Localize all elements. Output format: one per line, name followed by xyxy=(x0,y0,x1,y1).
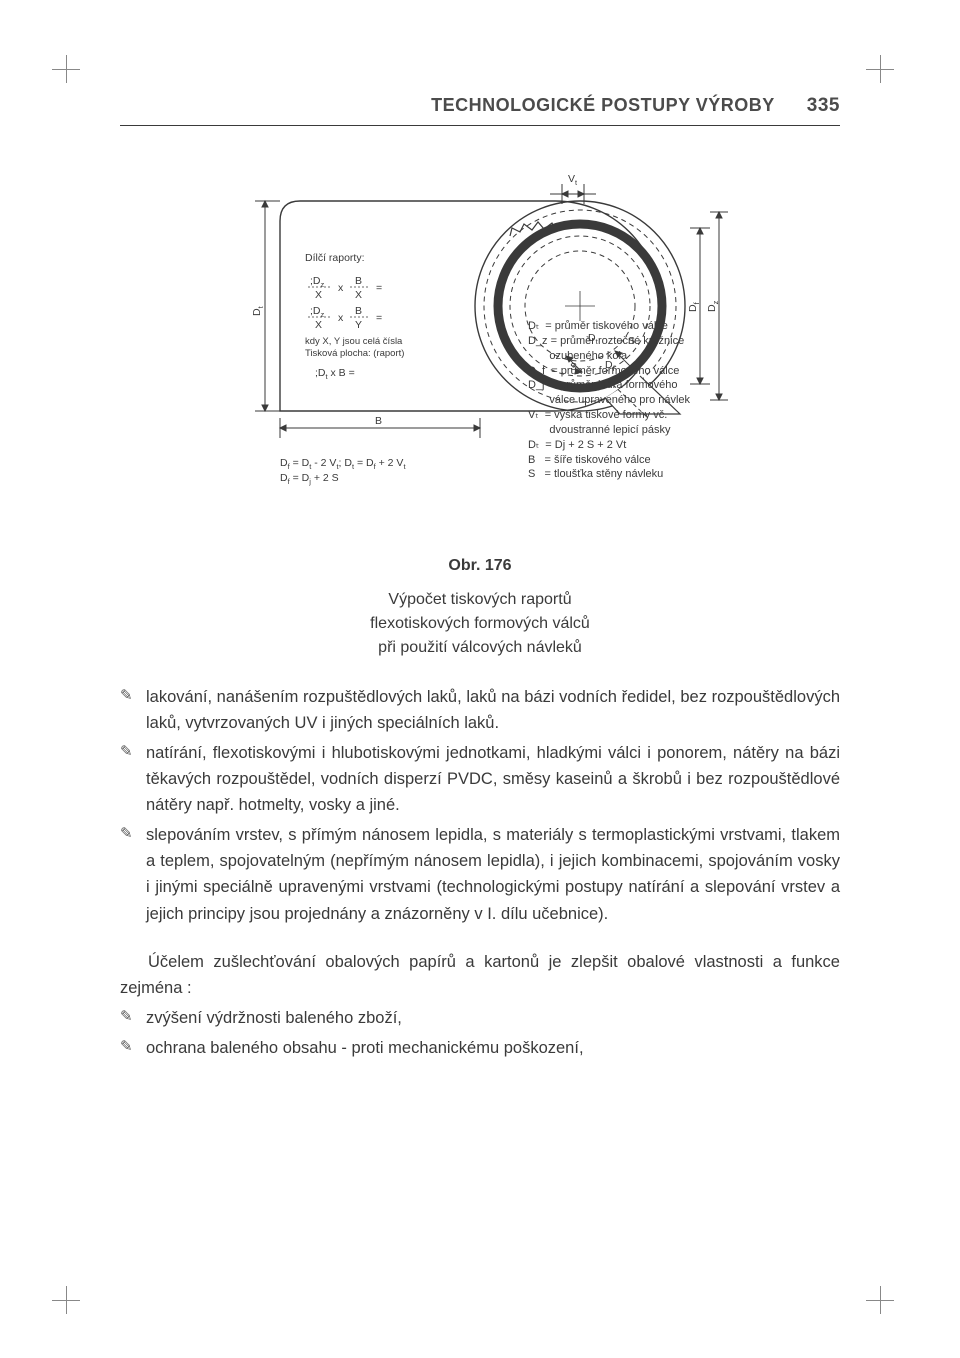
svg-text:x: x xyxy=(338,312,344,324)
paragraph: lakování, nanášením rozpuštědlových laků… xyxy=(146,684,840,736)
page-content: TECHNOLOGICKÉ POSTUPY VÝROBY 335 xyxy=(120,95,840,1268)
svg-text:Tisková plocha: (raport): Tisková plocha: (raport) xyxy=(305,348,404,359)
crop-mark xyxy=(866,1286,894,1314)
svg-text:=: = xyxy=(376,312,382,324)
caption-line: při použití válcových návleků xyxy=(378,639,582,656)
legend-line: ozubeného kola xyxy=(528,350,627,362)
svg-text:Df = Dj + 2 S: Df = Dj + 2 S xyxy=(280,472,339,486)
list-item: ✎ zvýšení výdržnosti baleného zboží, xyxy=(120,1005,840,1035)
paragraph: natírání, flexotiskovými i hlubotiskovým… xyxy=(146,740,840,818)
legend-line: D_j = průměr jádra formového xyxy=(528,379,677,391)
svg-text:B: B xyxy=(375,415,382,427)
svg-text:Dt: Dt xyxy=(251,305,265,316)
paragraph: Účelem zušlechťování obalových papírů a … xyxy=(120,949,840,1001)
svg-text:Dz: Dz xyxy=(706,300,720,312)
legend-line: S = tloušťka stěny návleku xyxy=(528,468,663,480)
svg-text:Y: Y xyxy=(355,319,362,331)
legend-line: D_z = průměr roztečné kružnice xyxy=(528,335,684,347)
legend-line: dvoustranné lepicí pásky xyxy=(528,424,670,436)
caption-line: flexotiskových formových válců xyxy=(370,615,590,632)
svg-text:Dílčí raporty:: Dílčí raporty: xyxy=(305,252,365,264)
legend-line: D_f = průměr formového válce xyxy=(528,365,679,377)
legend-line: B = šíře tiskového válce xyxy=(528,454,651,466)
paragraph: ochrana baleného obsahu - proti mechanic… xyxy=(146,1035,840,1061)
body-text: ✎ lakování, nanášením rozpuštědlových la… xyxy=(120,684,840,1065)
list-item: ✎ natírání, flexotiskovými i hlubotiskov… xyxy=(120,740,840,822)
legend-line: válce upraveného pro návlek xyxy=(528,394,690,406)
pencil-icon: ✎ xyxy=(120,1005,138,1035)
running-header: TECHNOLOGICKÉ POSTUPY VÝROBY 335 xyxy=(120,95,840,126)
legend-line: Vₜ = výška tiskové formy vč. xyxy=(528,409,667,421)
svg-text:Df: Df xyxy=(687,301,701,312)
svg-text:Vt: Vt xyxy=(568,173,578,187)
pencil-icon: ✎ xyxy=(120,740,138,822)
svg-text:X: X xyxy=(355,289,362,301)
legend-line: Dₜ = průměr tiskového válce xyxy=(528,320,668,332)
pencil-icon: ✎ xyxy=(120,822,138,930)
svg-text:Df = Dt - 2 Vt; Dt = Df + 2 Vt: Df = Dt - 2 Vt; Dt = Df + 2 Vt xyxy=(280,457,406,471)
svg-text:kdy X, Y jsou celá čísla: kdy X, Y jsou celá čísla xyxy=(305,336,403,347)
list-item: ✎ slepováním vrstev, s přímým nánosem le… xyxy=(120,822,840,930)
svg-text:=: = xyxy=(376,282,382,294)
svg-text:X: X xyxy=(315,319,322,331)
pencil-icon: ✎ xyxy=(120,684,138,740)
page-number: 335 xyxy=(807,95,840,117)
figure-container: Vt Df Dz xyxy=(120,166,840,526)
crop-mark xyxy=(52,1286,80,1314)
legend-line: Dₜ = Dj + 2 S + 2 Vt xyxy=(528,439,626,451)
list-item: ✎ lakování, nanášením rozpuštědlových la… xyxy=(120,684,840,740)
paragraph: zvýšení výdržnosti baleného zboží, xyxy=(146,1005,840,1031)
figure-number: Obr. 176 xyxy=(120,554,840,578)
crop-mark xyxy=(866,55,894,83)
legend-block: Dₜ = průměr tiskového válce D_z = průměr… xyxy=(528,319,690,482)
svg-text:x: x xyxy=(338,282,344,294)
list-item: ✎ ochrana baleného obsahu - proti mechan… xyxy=(120,1035,840,1065)
svg-text:;Dt x B =: ;Dt x B = xyxy=(315,367,355,381)
paragraph: slepováním vrstev, s přímým nánosem lepi… xyxy=(146,822,840,926)
svg-text:B: B xyxy=(355,275,362,287)
crop-mark xyxy=(52,55,80,83)
pencil-icon: ✎ xyxy=(120,1035,138,1065)
figure-caption: Obr. 176 Výpočet tiskových raportů flexo… xyxy=(120,554,840,660)
header-title: TECHNOLOGICKÉ POSTUPY VÝROBY xyxy=(431,95,775,116)
caption-line: Výpočet tiskových raportů xyxy=(388,591,571,608)
svg-text:B: B xyxy=(355,305,362,317)
svg-text:X: X xyxy=(315,289,322,301)
